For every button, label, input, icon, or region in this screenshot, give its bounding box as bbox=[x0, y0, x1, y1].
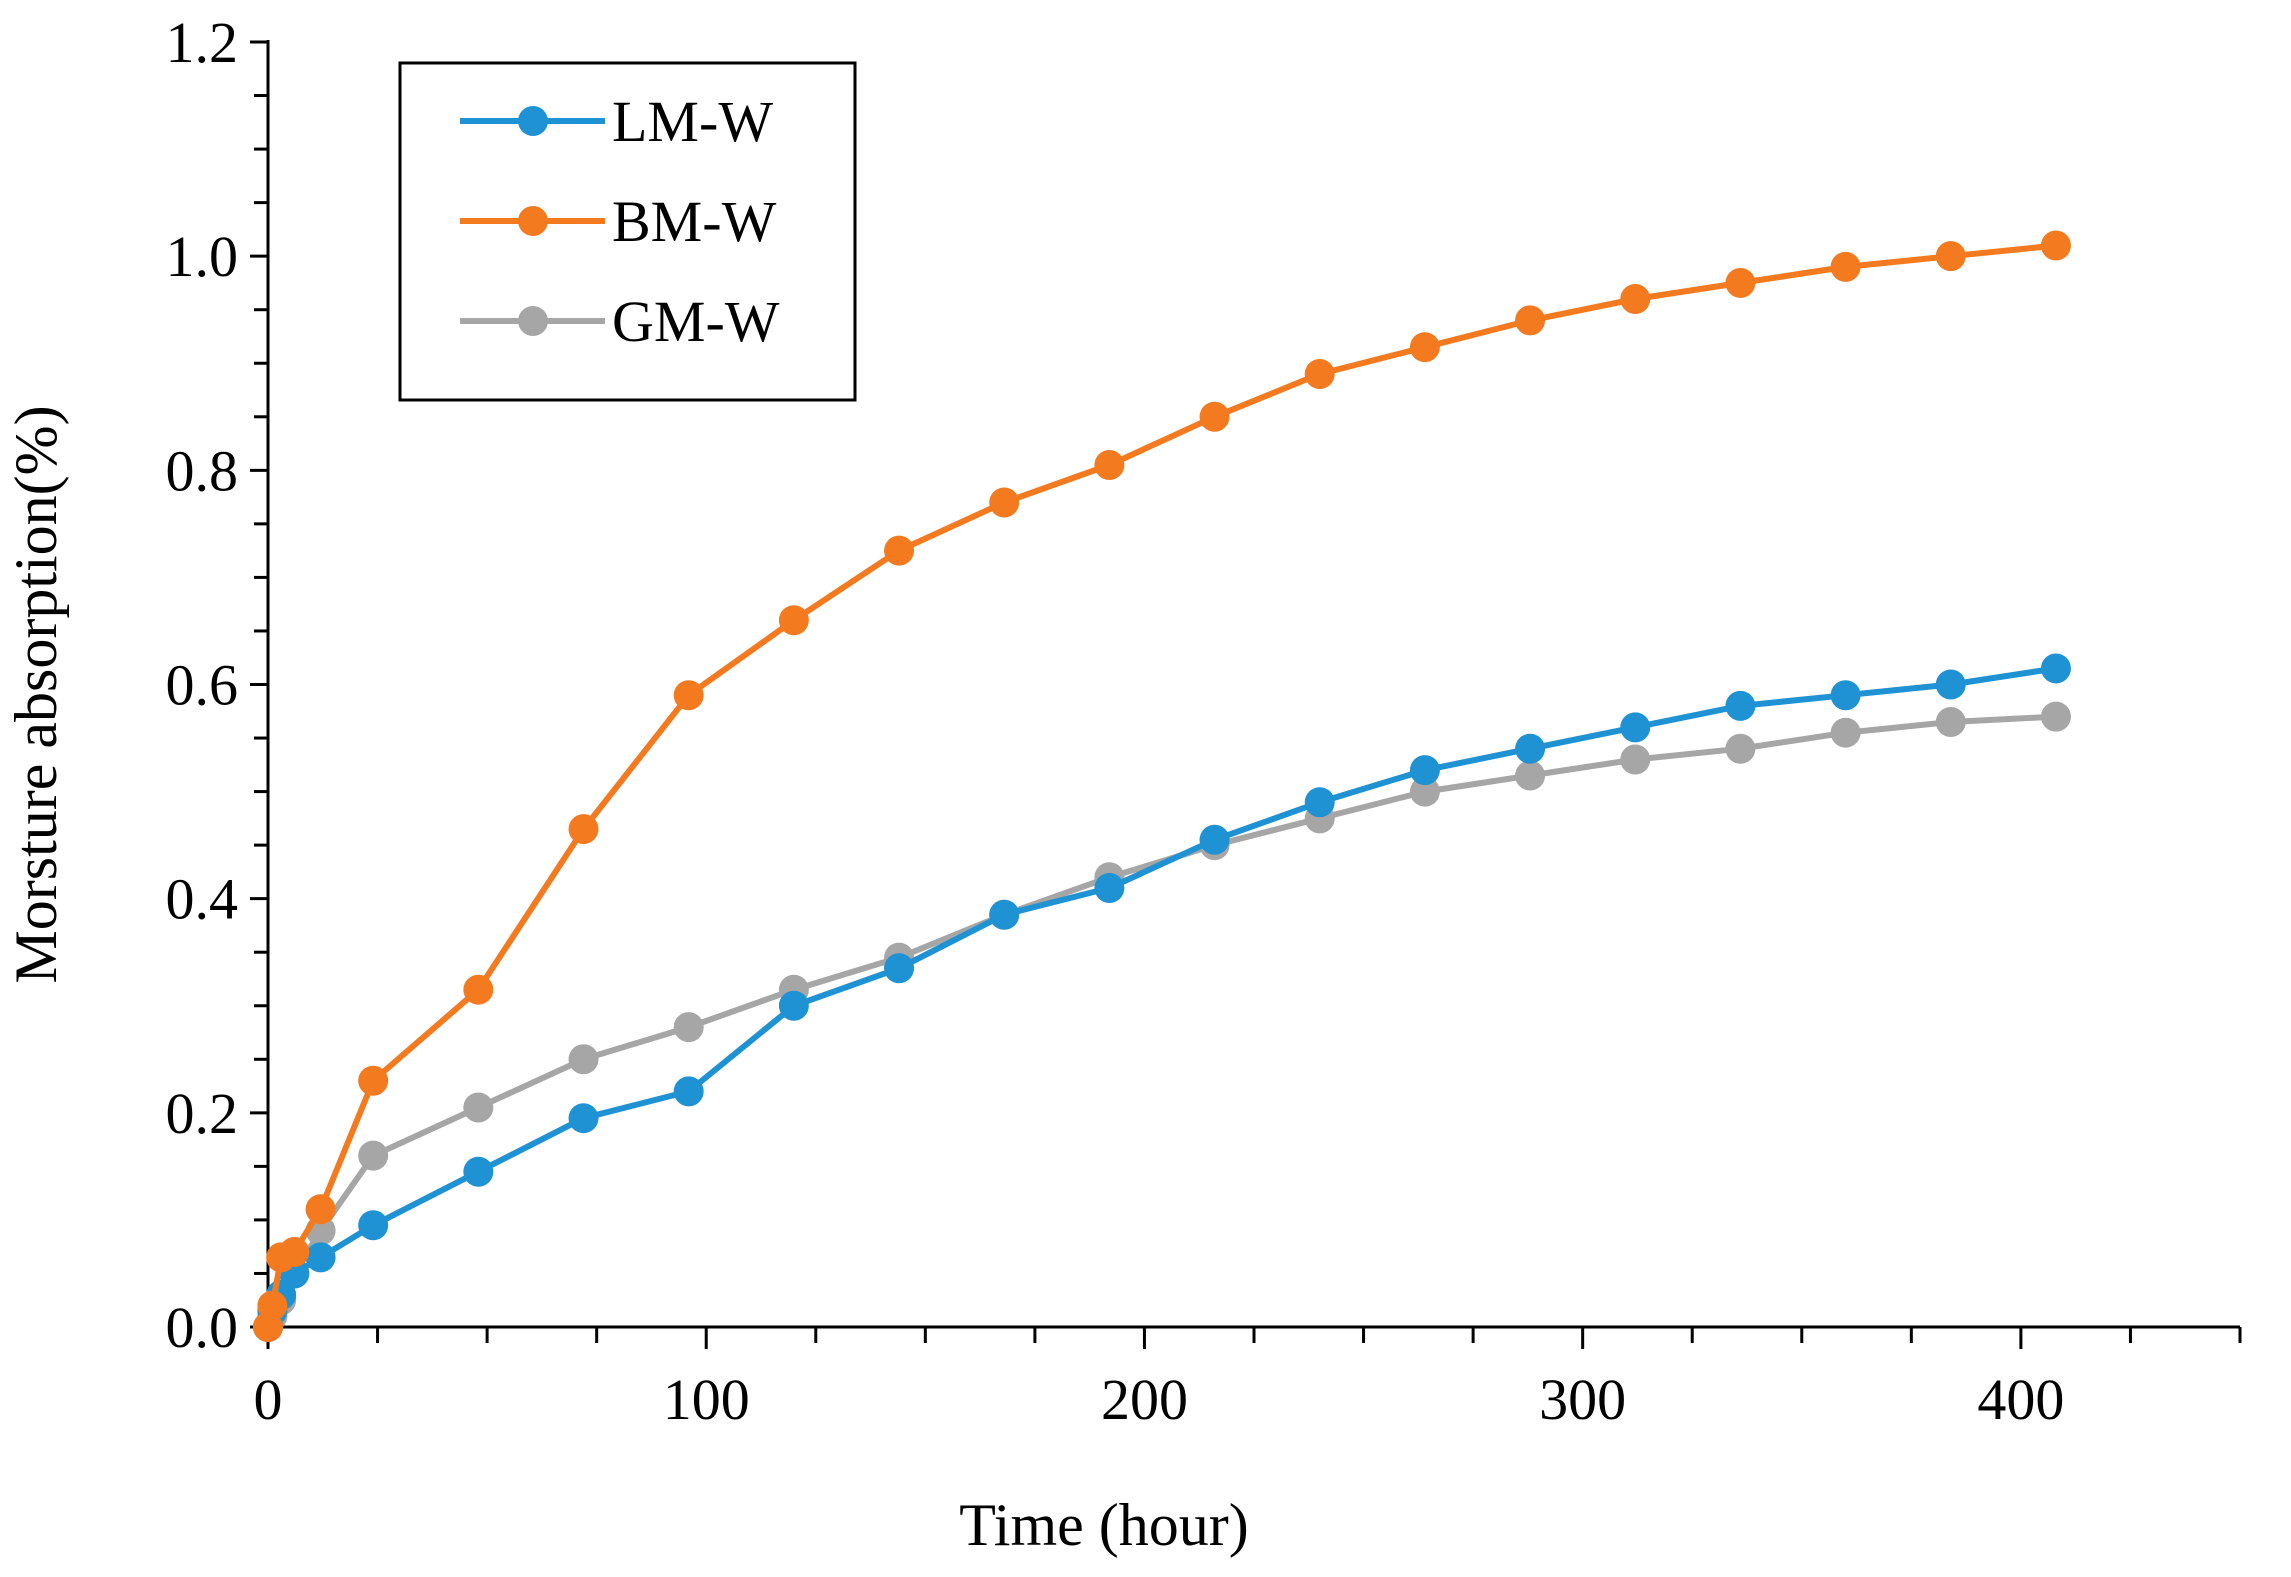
y-tick-label: 0.6 bbox=[166, 653, 239, 718]
legend-label-bm-w: BM-W bbox=[612, 189, 777, 254]
series-line-bm-w bbox=[265, 242, 2057, 1328]
data-point-gm-w bbox=[463, 1092, 494, 1123]
series-layer bbox=[253, 230, 2071, 1342]
y-tick-label: 0.8 bbox=[166, 438, 239, 503]
data-point-gm-w bbox=[1935, 706, 1966, 737]
data-point-lm-w bbox=[1094, 872, 1125, 903]
data-point-bm-w bbox=[2040, 230, 2071, 261]
data-point-bm-w bbox=[358, 1065, 389, 1096]
series-line-lm-w bbox=[265, 665, 2057, 1328]
data-point-bm-w bbox=[884, 535, 915, 566]
series-line-gm-w bbox=[265, 713, 2057, 1329]
x-tick-label: 200 bbox=[1101, 1367, 1188, 1432]
data-point-bm-w bbox=[1515, 305, 1546, 336]
data-point-lm-w bbox=[1304, 787, 1335, 818]
data-point-bm-w bbox=[1935, 241, 1966, 272]
y-tick-label: 1.2 bbox=[166, 10, 239, 75]
x-axis-title: Time (hour) bbox=[959, 1492, 1248, 1558]
data-point-lm-w bbox=[1199, 824, 1230, 855]
data-point-lm-w bbox=[1725, 690, 1756, 721]
data-point-bm-w bbox=[1199, 401, 1230, 432]
data-point-lm-w bbox=[1620, 712, 1651, 743]
x-tick-label: 300 bbox=[1539, 1367, 1626, 1432]
y-tick-label: 0.0 bbox=[166, 1295, 239, 1360]
data-point-gm-w bbox=[1620, 744, 1651, 775]
data-point-bm-w bbox=[279, 1237, 310, 1268]
data-point-gm-w bbox=[568, 1044, 599, 1075]
x-tick-label: 400 bbox=[1977, 1367, 2064, 1432]
data-point-bm-w bbox=[568, 814, 599, 845]
legend-swatch-marker-bm-w bbox=[518, 206, 548, 236]
data-point-bm-w bbox=[989, 487, 1020, 518]
data-point-gm-w bbox=[1515, 760, 1546, 791]
data-point-lm-w bbox=[884, 953, 915, 984]
data-point-bm-w bbox=[1094, 449, 1125, 480]
y-tick-label: 1.0 bbox=[166, 224, 239, 289]
data-point-lm-w bbox=[1409, 755, 1440, 786]
data-point-bm-w bbox=[1830, 251, 1861, 282]
data-point-gm-w bbox=[1830, 717, 1861, 748]
data-point-lm-w bbox=[358, 1210, 389, 1241]
data-point-gm-w bbox=[358, 1140, 389, 1171]
data-point-gm-w bbox=[1725, 733, 1756, 764]
data-point-lm-w bbox=[989, 899, 1020, 930]
data-point-lm-w bbox=[1515, 733, 1546, 764]
data-point-bm-w bbox=[463, 974, 494, 1005]
legend-swatch-marker-gm-w bbox=[518, 306, 548, 336]
series-bm-w bbox=[253, 230, 2071, 1342]
data-point-gm-w bbox=[673, 1012, 704, 1043]
data-point-gm-w bbox=[1409, 776, 1440, 807]
legend-item-gm-w: GM-W bbox=[460, 289, 780, 354]
data-point-lm-w bbox=[778, 990, 809, 1021]
data-point-lm-w bbox=[1935, 669, 1966, 700]
data-point-bm-w bbox=[1620, 284, 1651, 314]
y-axis-title: Morsture absorption(%) bbox=[3, 405, 69, 983]
data-point-bm-w bbox=[673, 680, 704, 711]
data-point-lm-w bbox=[2040, 653, 2071, 684]
y-tick-label: 0.4 bbox=[166, 867, 239, 932]
data-point-bm-w bbox=[1409, 332, 1440, 363]
legend-swatch-marker-lm-w bbox=[518, 106, 548, 136]
data-point-bm-w bbox=[257, 1290, 288, 1321]
data-point-lm-w bbox=[305, 1242, 336, 1273]
legend-item-bm-w: BM-W bbox=[460, 189, 777, 254]
series-lm-w bbox=[253, 653, 2071, 1342]
data-point-lm-w bbox=[673, 1076, 704, 1107]
x-tick-label: 0 bbox=[254, 1367, 283, 1432]
axes: 0.0 0.2 0.4 0.6 0.8 1.0 1.2 0 100 200 300 400 bbox=[166, 10, 2242, 1432]
data-point-lm-w bbox=[1830, 680, 1861, 711]
data-point-bm-w bbox=[305, 1194, 336, 1225]
legend: LM-W BM-W GM-W bbox=[398, 61, 857, 402]
legend-label-gm-w: GM-W bbox=[612, 289, 780, 354]
legend-item-lm-w: LM-W bbox=[460, 89, 773, 154]
data-point-lm-w bbox=[568, 1103, 599, 1134]
data-point-bm-w bbox=[1304, 358, 1335, 389]
x-tick-label: 100 bbox=[663, 1367, 750, 1432]
data-point-bm-w bbox=[1725, 267, 1756, 298]
data-point-bm-w bbox=[778, 605, 809, 636]
y-tick-label: 0.2 bbox=[166, 1081, 239, 1146]
series-gm-w bbox=[253, 701, 2071, 1342]
data-point-gm-w bbox=[2040, 701, 2071, 732]
data-point-lm-w bbox=[463, 1156, 494, 1187]
legend-label-lm-w: LM-W bbox=[612, 89, 773, 154]
